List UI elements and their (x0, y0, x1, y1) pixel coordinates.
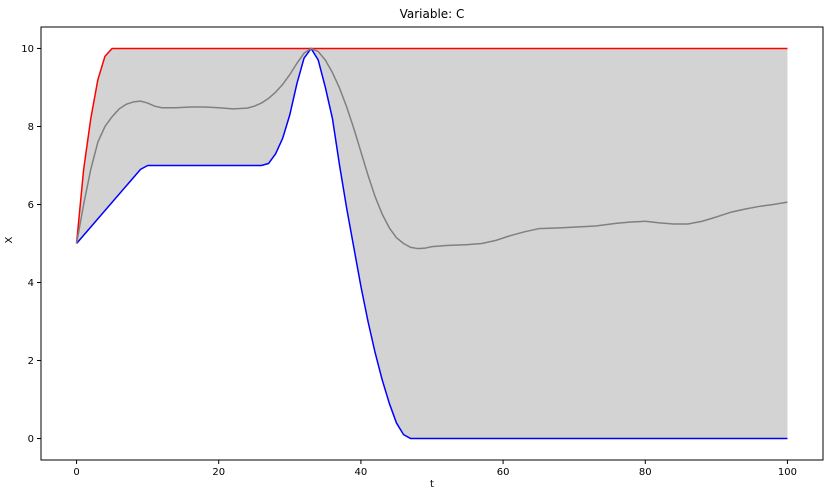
y-tick-label: 4 (28, 278, 34, 289)
plot-frame (40, 26, 824, 461)
x-tick-label: 0 (73, 467, 79, 478)
y-tick-label: 10 (21, 44, 34, 55)
x-axis-label: t (430, 479, 434, 490)
y-axis-ticks: 0 2 4 6 8 10 (21, 44, 41, 445)
x-tick-label: 20 (212, 467, 225, 478)
y-tick-label: 6 (28, 200, 34, 211)
x-tick-label: 40 (355, 467, 368, 478)
y-axis-label: X (4, 236, 15, 243)
x-axis-ticks: 0 20 40 60 80 100 (73, 460, 797, 478)
series-line-1 (75, 47, 788, 440)
series-layer (75, 47, 788, 440)
series-line-2 (75, 47, 788, 250)
y-tick-label: 8 (28, 122, 34, 133)
x-tick-label: 60 (497, 467, 510, 478)
series-line-0 (75, 47, 788, 244)
x-tick-label: 80 (639, 467, 652, 478)
band-layer (76, 48, 788, 439)
y-tick-label: 0 (28, 434, 34, 445)
trajectory-band (76, 48, 788, 439)
x-tick-label: 100 (778, 467, 797, 478)
y-tick-label: 2 (28, 356, 34, 367)
chart-title: Variable: C (400, 7, 465, 21)
